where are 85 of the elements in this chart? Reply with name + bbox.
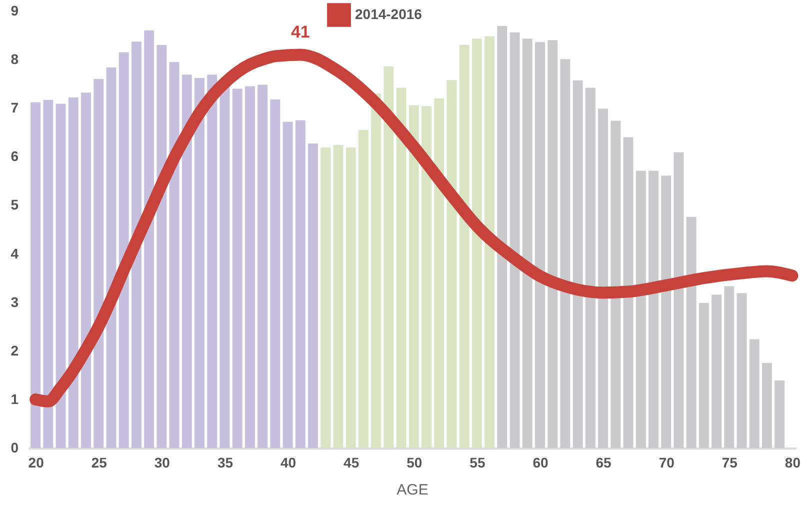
bar bbox=[118, 52, 129, 448]
x-tick-label: 25 bbox=[91, 454, 108, 470]
y-tick-label: 2 bbox=[10, 342, 19, 358]
x-tick-label: 30 bbox=[154, 454, 170, 470]
bar bbox=[698, 302, 709, 448]
bar bbox=[56, 104, 66, 448]
bar bbox=[446, 80, 457, 448]
bar bbox=[736, 293, 747, 448]
bar bbox=[30, 102, 41, 448]
bar bbox=[459, 44, 470, 448]
bar bbox=[762, 363, 772, 448]
bar bbox=[94, 78, 104, 448]
bar bbox=[43, 100, 54, 448]
x-tick-label: 20 bbox=[28, 454, 44, 470]
x-tick-label: 75 bbox=[722, 454, 738, 470]
bar bbox=[81, 92, 91, 448]
y-tick-label: 1 bbox=[10, 390, 19, 407]
x-tick-label: 80 bbox=[784, 454, 801, 470]
bar bbox=[144, 30, 154, 448]
bar bbox=[712, 294, 722, 448]
bar bbox=[384, 66, 394, 448]
bar bbox=[295, 120, 306, 448]
bar bbox=[371, 94, 382, 448]
bar bbox=[636, 170, 646, 448]
x-tick-label: 40 bbox=[280, 454, 296, 470]
bar bbox=[169, 62, 180, 448]
bar bbox=[220, 86, 230, 448]
bar bbox=[598, 108, 608, 448]
bar bbox=[422, 106, 432, 448]
bar bbox=[320, 147, 331, 448]
bar bbox=[358, 130, 368, 448]
bar bbox=[244, 86, 255, 448]
x-tick-label: 65 bbox=[596, 454, 612, 470]
bar bbox=[774, 380, 785, 448]
x-tick-label: 50 bbox=[406, 454, 422, 470]
bar bbox=[510, 32, 520, 448]
bar bbox=[396, 88, 406, 448]
bar bbox=[484, 36, 495, 448]
y-tick-label: 6 bbox=[10, 148, 19, 164]
bar bbox=[497, 26, 508, 448]
x-tick-label: 35 bbox=[217, 454, 234, 470]
bar bbox=[408, 105, 419, 448]
bar bbox=[522, 38, 532, 448]
bar bbox=[232, 88, 242, 448]
y-tick-label: 7 bbox=[10, 100, 19, 116]
bar bbox=[572, 80, 583, 448]
bar bbox=[560, 59, 570, 448]
bar bbox=[674, 152, 684, 448]
bar bbox=[68, 97, 78, 448]
x-tick-label: 45 bbox=[344, 454, 360, 470]
bar bbox=[434, 98, 444, 448]
y-tick-label: 3 bbox=[10, 294, 19, 310]
bar bbox=[308, 144, 318, 448]
bar bbox=[472, 38, 482, 448]
y-tick-label: 0 bbox=[10, 440, 19, 456]
bar bbox=[585, 88, 596, 448]
y-tick-label: 9 bbox=[10, 2, 19, 18]
bar bbox=[282, 122, 293, 448]
y-tick-label: 4 bbox=[10, 245, 19, 262]
y-tick-label: 8 bbox=[10, 51, 19, 68]
x-tick-label: 70 bbox=[658, 454, 675, 470]
annotation: 41 bbox=[290, 22, 310, 42]
bar bbox=[661, 176, 672, 448]
bar bbox=[207, 74, 218, 448]
legend-label: 2014-2016 bbox=[355, 6, 422, 22]
x-axis-title: AGE bbox=[396, 482, 428, 498]
bar bbox=[686, 216, 696, 448]
bar bbox=[258, 84, 268, 448]
bar bbox=[724, 286, 734, 448]
bar bbox=[548, 40, 558, 448]
bar bbox=[610, 120, 621, 448]
y-tick-label: 5 bbox=[10, 196, 19, 213]
bar bbox=[131, 42, 142, 448]
bar bbox=[346, 147, 356, 448]
bar bbox=[156, 44, 167, 448]
bar bbox=[749, 339, 760, 448]
bar bbox=[182, 74, 192, 448]
bar bbox=[535, 42, 545, 448]
x-tick-label: 60 bbox=[532, 454, 548, 470]
bar bbox=[333, 145, 344, 448]
bar bbox=[270, 99, 280, 448]
bar bbox=[194, 78, 204, 448]
bar bbox=[623, 137, 634, 448]
x-tick-label: 55 bbox=[470, 454, 486, 470]
bar bbox=[648, 170, 658, 448]
